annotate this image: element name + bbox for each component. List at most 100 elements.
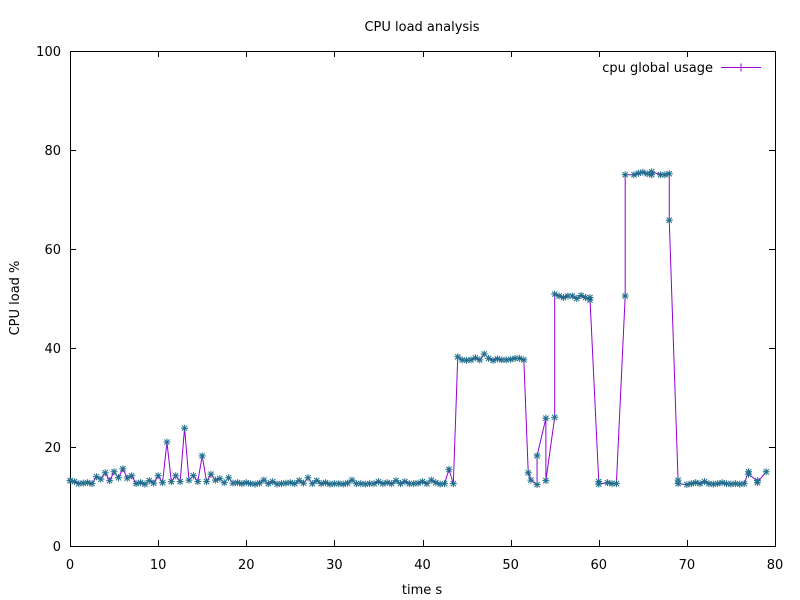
data-point-marker bbox=[634, 169, 642, 177]
data-point-marker bbox=[379, 480, 387, 488]
data-point-marker bbox=[84, 479, 92, 487]
data-point-marker bbox=[476, 356, 484, 364]
data-point-marker bbox=[568, 292, 576, 300]
data-point-marker bbox=[357, 480, 365, 488]
data-point-marker bbox=[189, 472, 197, 480]
data-point-marker bbox=[604, 479, 612, 487]
data-point-marker bbox=[291, 480, 299, 488]
data-point-marker bbox=[282, 479, 290, 487]
data-point-marker bbox=[269, 478, 277, 486]
x-tick-label: 20 bbox=[238, 558, 255, 573]
x-tick-label: 50 bbox=[502, 558, 519, 573]
data-point-marker bbox=[463, 356, 471, 364]
data-point-marker bbox=[498, 356, 506, 364]
data-point-marker bbox=[286, 479, 294, 487]
data-point-marker bbox=[141, 480, 149, 488]
data-point-marker bbox=[502, 356, 510, 364]
data-point-marker bbox=[551, 413, 559, 421]
data-point-marker bbox=[432, 479, 440, 487]
data-point-marker bbox=[101, 469, 109, 477]
data-point-marker bbox=[467, 356, 475, 364]
data-point-marker bbox=[533, 481, 541, 489]
data-point-marker bbox=[344, 479, 352, 487]
data-point-marker bbox=[167, 478, 175, 486]
data-point-marker bbox=[366, 480, 374, 488]
x-axis-label: time s bbox=[402, 583, 443, 598]
y-axis-label: CPU load % bbox=[8, 261, 23, 336]
data-point-marker bbox=[454, 353, 462, 361]
data-point-marker bbox=[564, 292, 572, 300]
data-point-marker bbox=[352, 480, 360, 488]
data-point-marker bbox=[542, 414, 550, 422]
data-point-marker bbox=[388, 480, 396, 488]
series-layer bbox=[66, 168, 770, 489]
data-point-marker bbox=[520, 356, 528, 364]
data-point-marker bbox=[736, 480, 744, 488]
data-point-marker bbox=[185, 476, 193, 484]
y-tick-label: 80 bbox=[44, 144, 61, 159]
x-tick-label: 70 bbox=[679, 558, 696, 573]
data-point-marker bbox=[586, 294, 594, 302]
data-point-marker bbox=[643, 170, 651, 178]
data-point-marker bbox=[674, 480, 682, 488]
data-point-marker bbox=[656, 171, 664, 179]
data-point-marker bbox=[762, 468, 770, 476]
data-point-marker bbox=[260, 476, 268, 484]
data-point-marker bbox=[123, 474, 131, 482]
data-point-marker bbox=[97, 475, 105, 483]
data-point-marker bbox=[137, 479, 144, 487]
data-point-marker bbox=[740, 480, 748, 488]
data-point-marker bbox=[75, 480, 83, 488]
data-point-marker bbox=[317, 480, 325, 488]
x-axis-ticks: 0 10 20 30 40 50 60 70 80 bbox=[66, 51, 783, 573]
data-point-marker bbox=[612, 480, 620, 488]
data-point-marker bbox=[551, 290, 559, 298]
data-point-marker bbox=[714, 480, 722, 488]
data-point-marker bbox=[330, 480, 338, 488]
x-tick-label: 80 bbox=[767, 558, 784, 573]
data-point-marker bbox=[198, 452, 206, 460]
x-tick-label: 60 bbox=[590, 558, 607, 573]
data-point-marker bbox=[181, 424, 189, 432]
data-point-marker bbox=[114, 474, 122, 482]
legend-label-cpu-global-usage: cpu global usage bbox=[602, 61, 713, 76]
data-point-marker bbox=[132, 480, 140, 488]
data-point-marker bbox=[533, 452, 541, 460]
data-point-marker bbox=[723, 480, 731, 488]
data-point-marker bbox=[110, 468, 118, 476]
data-point-marker bbox=[705, 480, 713, 488]
x-tick-label: 40 bbox=[414, 558, 431, 573]
data-point-marker bbox=[621, 292, 629, 300]
data-point-marker bbox=[383, 479, 391, 487]
data-point-marker bbox=[229, 479, 237, 487]
data-point-marker bbox=[410, 480, 418, 488]
y-tick-label: 100 bbox=[36, 45, 61, 60]
data-point-marker bbox=[718, 479, 726, 487]
data-point-marker bbox=[361, 480, 369, 488]
data-point-marker bbox=[339, 480, 347, 488]
data-point-marker bbox=[608, 480, 616, 488]
data-point-marker bbox=[300, 479, 308, 487]
data-point-marker bbox=[471, 354, 479, 362]
data-point-marker bbox=[683, 481, 691, 489]
data-point-marker bbox=[79, 479, 87, 487]
data-point-marker bbox=[242, 479, 250, 487]
data-point-marker bbox=[696, 480, 704, 488]
data-point-marker bbox=[560, 294, 567, 302]
x-tick-label: 30 bbox=[326, 558, 343, 573]
data-point-marker bbox=[577, 292, 585, 300]
data-point-marker bbox=[92, 473, 100, 481]
data-point-marker bbox=[119, 465, 127, 473]
data-point-marker bbox=[692, 479, 700, 487]
data-point-marker bbox=[322, 479, 330, 487]
data-point-marker bbox=[264, 480, 272, 488]
data-point-marker bbox=[582, 294, 590, 302]
data-point-marker bbox=[542, 477, 550, 485]
data-point-marker bbox=[727, 480, 735, 488]
data-point-marker bbox=[595, 480, 603, 488]
data-point-marker bbox=[480, 350, 488, 358]
data-point-marker bbox=[573, 295, 581, 302]
data-point-marker bbox=[238, 480, 246, 488]
data-point-marker bbox=[159, 479, 167, 487]
